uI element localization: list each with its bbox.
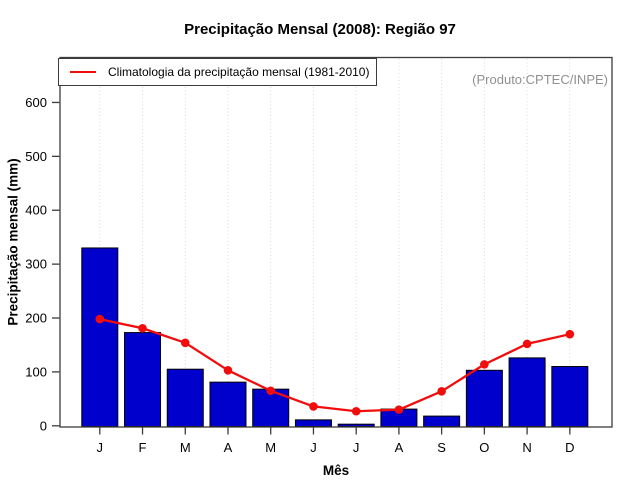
precip-bar-S8 bbox=[423, 415, 461, 427]
precip-bar-J5 bbox=[294, 419, 332, 428]
climatology-point-J5 bbox=[309, 402, 318, 411]
chart-title: Precipitação Mensal (2008): Região 97 bbox=[184, 21, 456, 38]
climatology-point-M2 bbox=[180, 338, 190, 348]
climatology-point-A7 bbox=[394, 405, 404, 414]
climatology-point-O9 bbox=[480, 360, 489, 369]
precip-bar-D11 bbox=[551, 366, 589, 427]
x-tick-label: D bbox=[565, 440, 574, 455]
climatology-point-F1 bbox=[138, 323, 147, 333]
x-tick-label: N bbox=[522, 440, 531, 455]
x-tick-label: O bbox=[479, 440, 489, 455]
legend-line-swatch bbox=[70, 70, 96, 74]
precip-bar-M2 bbox=[166, 368, 204, 428]
climatology-line bbox=[98, 317, 571, 413]
x-tick-label: J bbox=[353, 440, 360, 455]
climatology-point-N10 bbox=[522, 339, 532, 349]
climatology-point-J6 bbox=[351, 406, 361, 416]
y-tick-label: 600 bbox=[25, 95, 47, 110]
climatology-point-A3 bbox=[223, 365, 233, 375]
precip-bar-J6 bbox=[337, 423, 375, 427]
x-tick-label: S bbox=[437, 440, 446, 455]
climatology-point-M4 bbox=[266, 386, 276, 396]
y-tick-label: 300 bbox=[25, 257, 47, 272]
watermark-text: (Produto:CPTEC/INPE) bbox=[472, 72, 608, 87]
x-tick-label: A bbox=[224, 440, 233, 455]
precip-bar-A3 bbox=[209, 381, 247, 428]
y-tick-label: 500 bbox=[25, 149, 47, 164]
x-tick-label: J bbox=[97, 440, 104, 455]
climatology-point-D11 bbox=[565, 329, 575, 339]
precip-bar-F1 bbox=[124, 332, 162, 428]
y-tick-label: 200 bbox=[25, 311, 47, 326]
x-tick-label: M bbox=[265, 440, 276, 455]
x-axis-label: Mês bbox=[322, 463, 350, 478]
legend-label: Climatologia da precipitação mensal (198… bbox=[108, 65, 370, 79]
legend-box: Climatologia da precipitação mensal (198… bbox=[58, 58, 377, 86]
x-tick-label: J bbox=[310, 440, 317, 455]
y-tick-label: 0 bbox=[40, 418, 47, 433]
precip-bar-O9 bbox=[465, 369, 503, 428]
x-tick-label: M bbox=[180, 440, 191, 455]
y-tick-label: 400 bbox=[25, 203, 47, 218]
x-tick-label: A bbox=[395, 440, 404, 455]
precip-bar-N10 bbox=[508, 357, 546, 427]
x-tick-label: F bbox=[139, 440, 147, 455]
y-tick-label: 100 bbox=[25, 364, 47, 379]
precip-bar-J0 bbox=[81, 247, 119, 427]
climatology-point-J0 bbox=[95, 314, 105, 324]
climatology-point-S8 bbox=[437, 387, 446, 396]
plot-box bbox=[59, 56, 613, 428]
